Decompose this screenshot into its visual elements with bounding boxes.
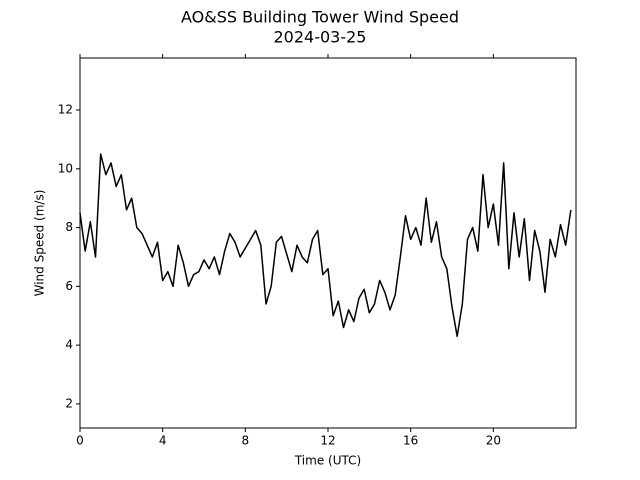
x-tick-label: 8 <box>242 434 250 448</box>
line <box>79 153 572 338</box>
y-tick-label: 8 <box>65 220 73 234</box>
y-tick-label: 4 <box>65 338 73 352</box>
x-tick-label: 20 <box>486 434 501 448</box>
y-tick-label: 12 <box>58 103 73 117</box>
y-tick-label: 10 <box>58 161 73 175</box>
x-axis-label: Time (UTC) <box>294 454 361 468</box>
x-tick-label: 4 <box>159 434 167 448</box>
chart-title: AO&SS Building Tower Wind Speed <box>181 8 459 27</box>
chart-subtitle: 2024-03-25 <box>274 28 367 47</box>
x-tick-label: 0 <box>76 434 84 448</box>
y-axis-label: Wind Speed (m/s) <box>33 190 47 297</box>
y-tick-label: 2 <box>65 396 73 410</box>
y-tick-label: 6 <box>65 279 73 293</box>
x-tick-label: 12 <box>320 434 335 448</box>
x-tick-label: 16 <box>403 434 418 448</box>
plot-frame <box>79 57 577 429</box>
